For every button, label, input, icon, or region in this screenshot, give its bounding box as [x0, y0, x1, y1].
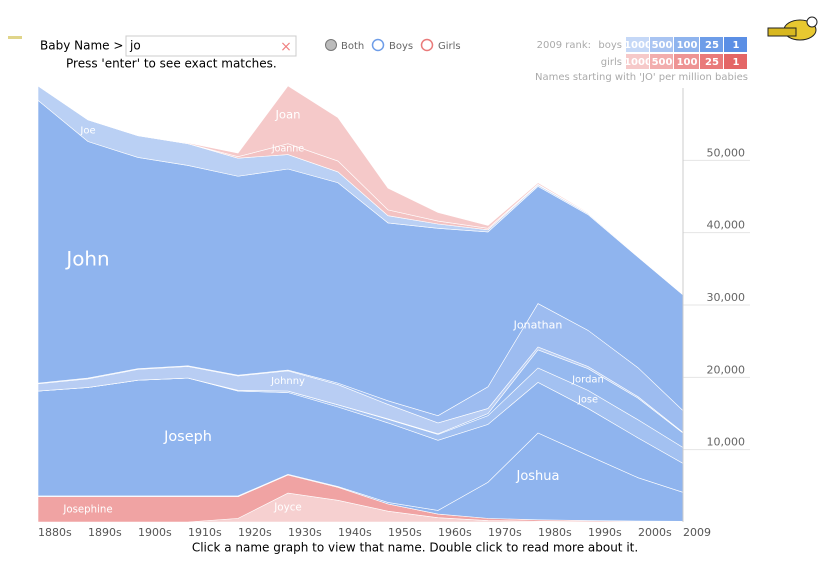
- series-label: Joshua: [515, 469, 559, 484]
- search-input[interactable]: [125, 35, 297, 57]
- x-tick-label: 1900s: [138, 526, 172, 539]
- series-label: Jonathan: [513, 318, 563, 331]
- y-tick-label: 50,000: [707, 146, 746, 159]
- search-label: Baby Name >: [40, 39, 123, 53]
- rank-level: 500: [652, 40, 673, 51]
- x-tick-label: 1960s: [438, 526, 472, 539]
- rank-level: 100: [677, 40, 698, 51]
- radio-boys[interactable]: [371, 38, 385, 52]
- filter-label: Girls: [438, 41, 461, 52]
- series-label: Jose: [577, 394, 598, 405]
- x-tick-label: 1890s: [88, 526, 122, 539]
- search-hint: Press 'enter' to see exact matches.: [66, 57, 277, 71]
- radio-both[interactable]: [325, 39, 337, 51]
- rank-box-boys: [700, 37, 723, 52]
- filter-label: Both: [341, 41, 364, 52]
- x-tick-label: 1910s: [188, 526, 222, 539]
- series-label: Joseph: [163, 429, 212, 445]
- series-label: Jordan: [571, 375, 604, 386]
- rank-level: 100: [677, 57, 698, 68]
- rank-box-girls: [700, 54, 723, 69]
- series-label: Josephine: [62, 504, 112, 515]
- series-label: Johnny: [270, 376, 305, 387]
- x-tick-label: 1880s: [38, 526, 72, 539]
- rank-box-girls: [724, 54, 747, 69]
- clear-button[interactable]: ×: [280, 39, 292, 55]
- series-label: John: [64, 247, 109, 270]
- x-tick-label: 1950s: [388, 526, 422, 539]
- rank-level: 25: [705, 57, 719, 68]
- rank-level: 1000: [624, 57, 652, 68]
- logo-eye: [806, 16, 818, 28]
- y-tick-label: 20,000: [707, 363, 746, 376]
- x-tick-label: 1940s: [338, 526, 372, 539]
- rank-boys: boys: [598, 40, 622, 51]
- rank-title: 2009 rank:: [537, 40, 591, 51]
- chart-caption: Names starting with 'JO' per million bab…: [535, 72, 748, 83]
- footer-instructions: Click a name graph to view that name. Do…: [192, 541, 638, 555]
- x-tick-label: 1920s: [238, 526, 272, 539]
- rank-box-boys: [650, 37, 673, 52]
- rank-box-girls: [674, 54, 699, 69]
- radio-girls[interactable]: [420, 38, 434, 52]
- rank-box-boys: [626, 37, 649, 52]
- y-tick-label: 10,000: [707, 436, 746, 449]
- filter-label: Boys: [389, 41, 413, 52]
- rank-level: 25: [705, 40, 719, 51]
- x-tick-label: 1970s: [488, 526, 522, 539]
- y-tick-label: 30,000: [707, 291, 746, 304]
- x-tick-label: 2000s: [638, 526, 672, 539]
- rank-box-boys: [724, 37, 747, 52]
- series-label: Joan: [274, 107, 300, 121]
- header-accent: [8, 36, 22, 39]
- x-tick-label: 1930s: [288, 526, 322, 539]
- rank-level: 1000: [624, 40, 652, 51]
- rank-box-girls: [626, 54, 649, 69]
- series-label: Joyce: [273, 502, 302, 514]
- y-tick-label: 40,000: [707, 219, 746, 232]
- logo-stripe: [767, 27, 797, 37]
- chart: 10,000 20,000 30,000 40,000 50,000 1880s 1890s…: [37, 85, 750, 539]
- rank-level: 1: [733, 40, 740, 51]
- search-value: jo: [129, 39, 141, 53]
- series-label: Joanne: [271, 144, 304, 155]
- rank-level: 500: [652, 57, 673, 68]
- logo: [767, 16, 818, 41]
- series-label: Joe: [79, 126, 95, 137]
- rank-girls: girls: [601, 57, 622, 68]
- rank-box-boys: [674, 37, 699, 52]
- rank-level: 1: [733, 57, 740, 68]
- x-tick-label: 1990s: [588, 526, 622, 539]
- x-tick-label: 2009: [683, 526, 711, 539]
- x-tick-label: 1980s: [538, 526, 572, 539]
- rank-box-girls: [650, 54, 673, 69]
